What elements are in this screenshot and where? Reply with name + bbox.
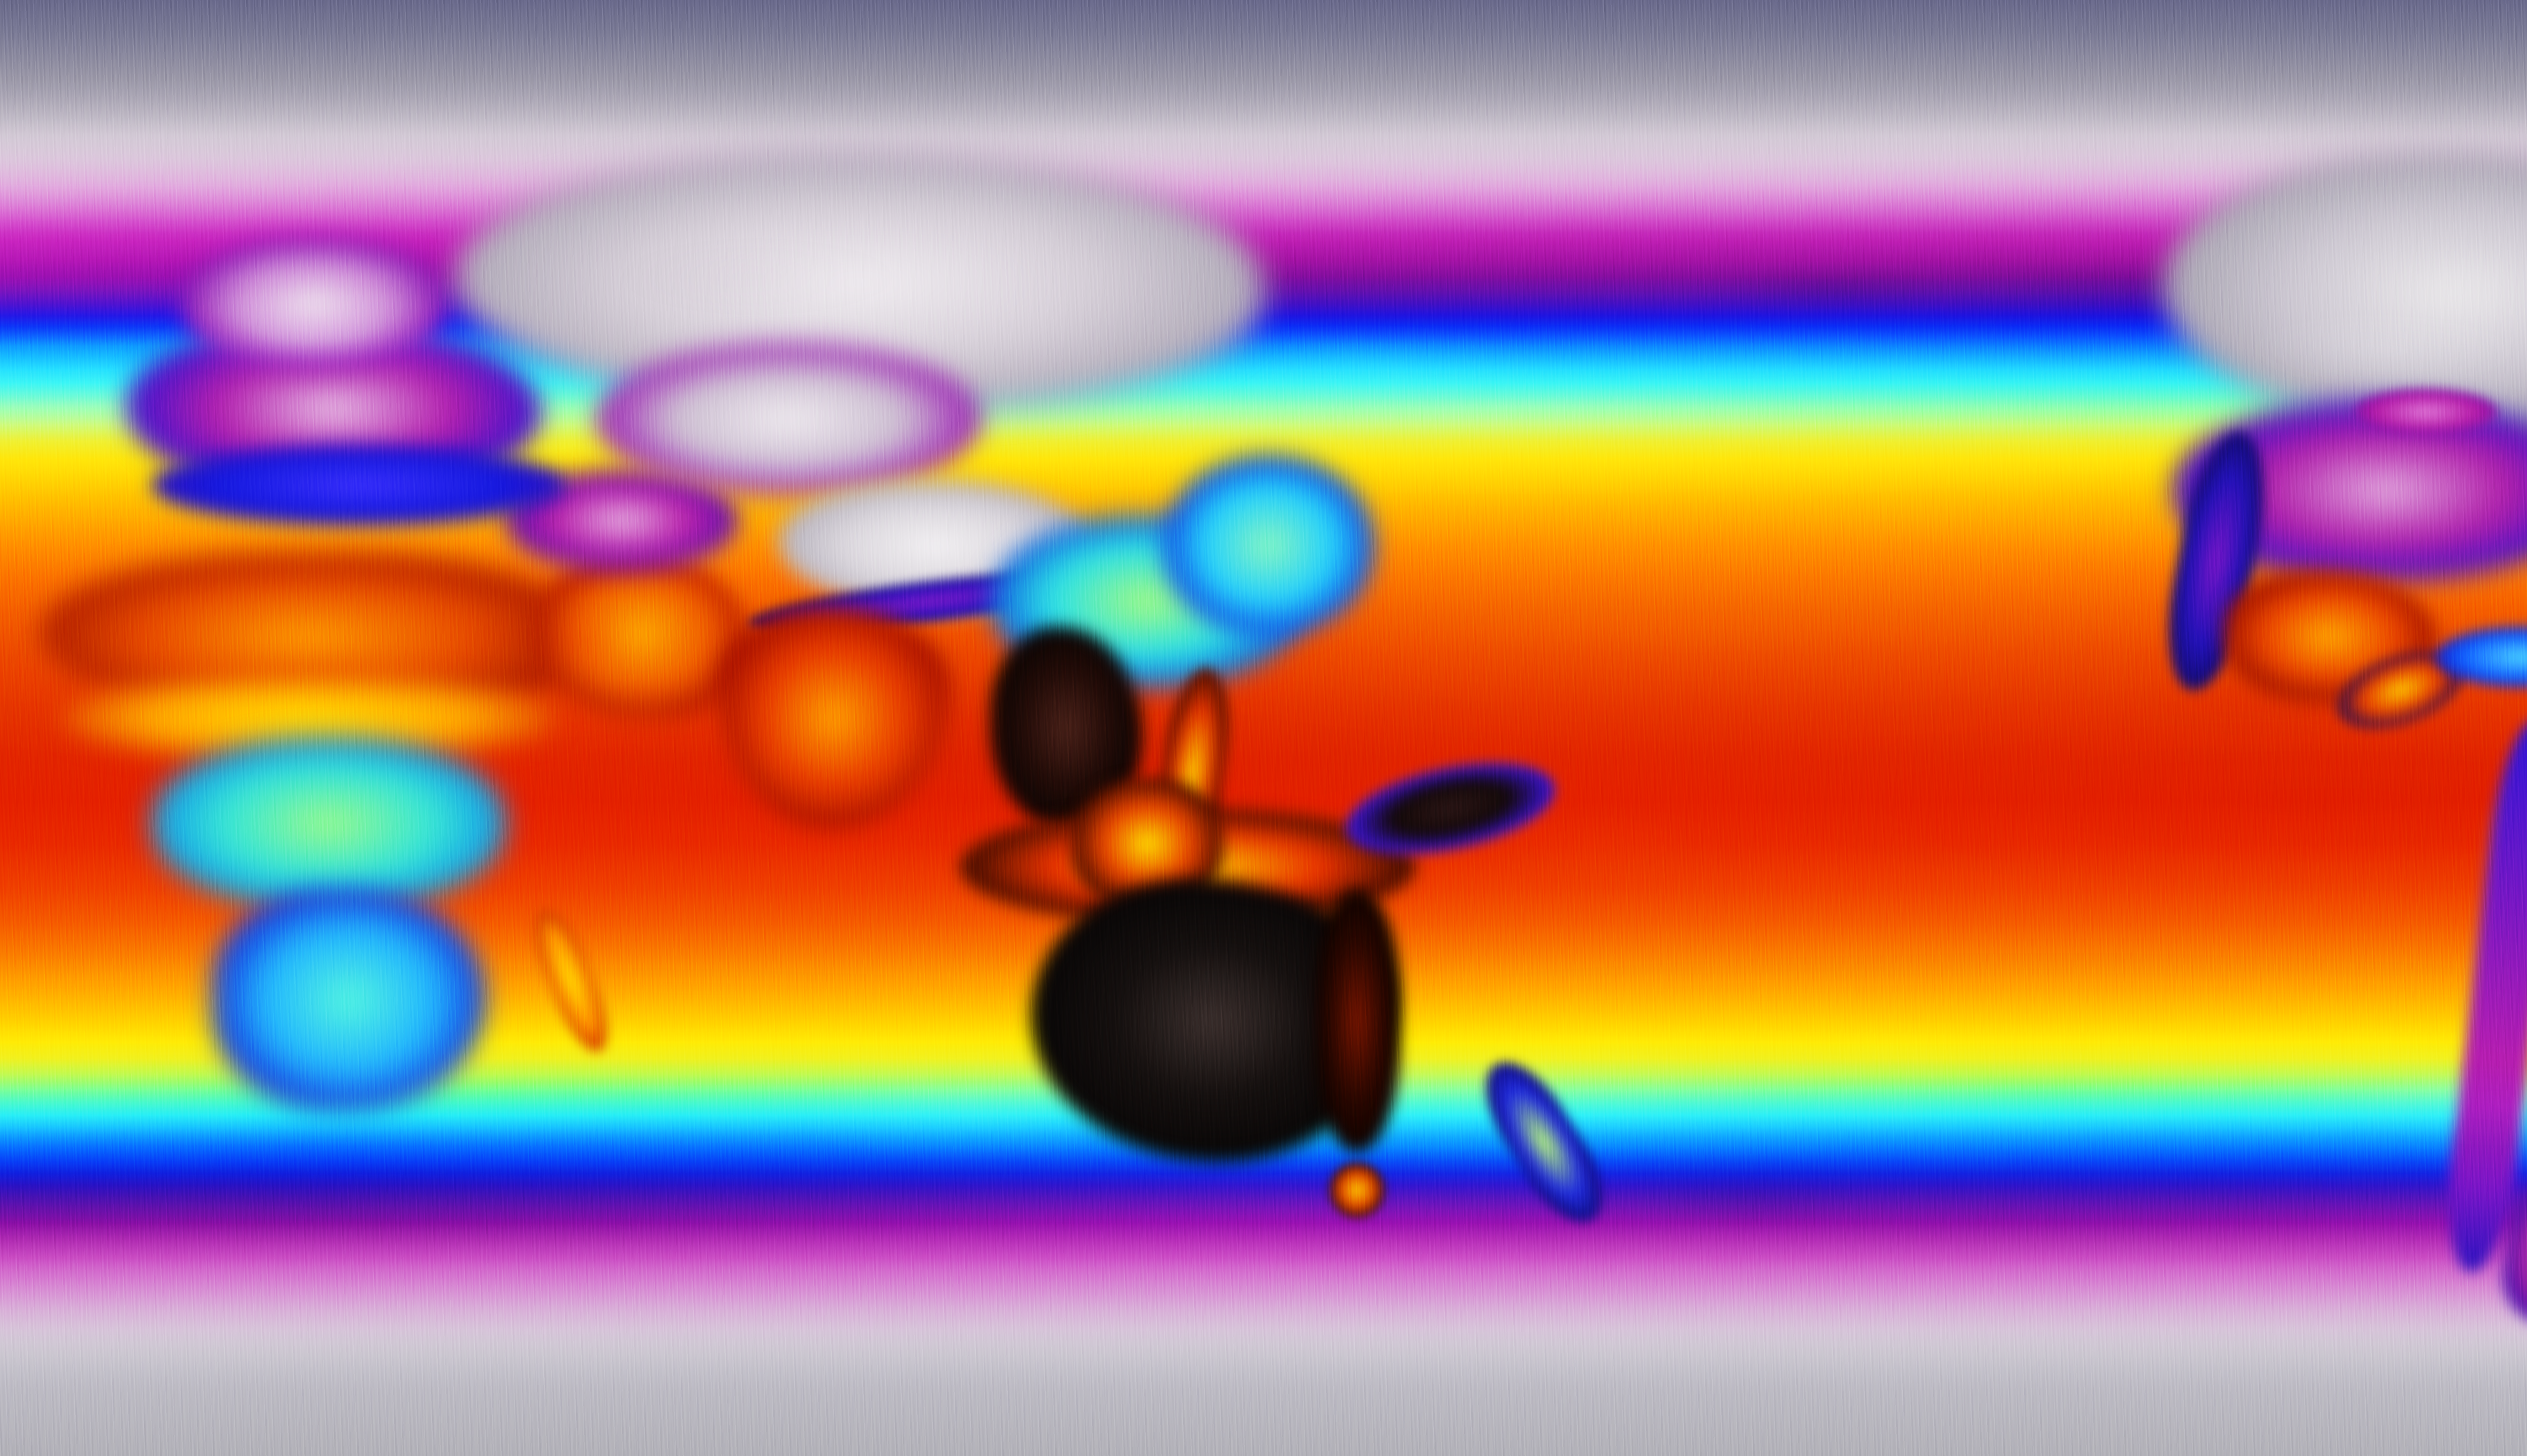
landmass-eastern-australia bbox=[1314, 889, 1400, 1152]
landmass-arabian-peninsula bbox=[536, 551, 748, 718]
north-polar-cap bbox=[0, 0, 2527, 233]
landmass-indian-subcontinent bbox=[718, 606, 950, 829]
landmass-equatorial-africa bbox=[152, 738, 505, 910]
landmass-tasmania bbox=[1329, 1162, 1385, 1218]
south-polar-cap bbox=[0, 1223, 2527, 1456]
landmass-scandinavia bbox=[182, 238, 445, 369]
landmass-korea-japan bbox=[1162, 455, 1375, 637]
landmass-central-asia bbox=[596, 344, 980, 495]
water-mediterranean-sea bbox=[152, 445, 566, 526]
landmass-southern-africa bbox=[212, 889, 485, 1112]
water-great-lakes bbox=[2355, 389, 2497, 435]
